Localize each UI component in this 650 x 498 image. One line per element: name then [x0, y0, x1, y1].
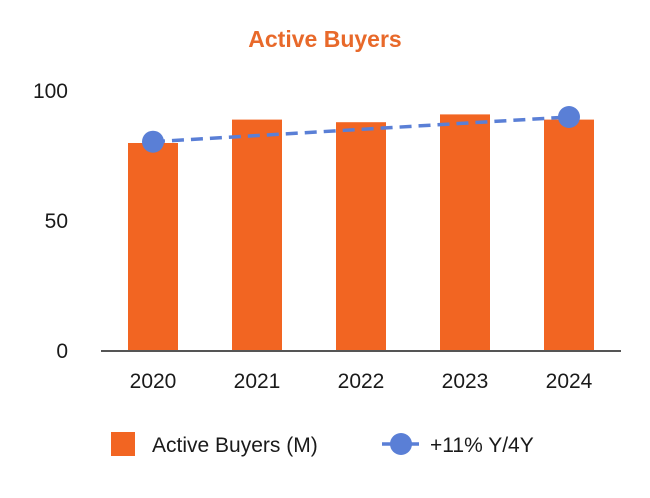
bar-2021 — [232, 119, 282, 351]
x-tick-label: 2020 — [130, 370, 177, 393]
y-axis-ticks: 0 50 100 — [33, 80, 68, 363]
bar-2022 — [336, 122, 386, 351]
legend-line-marker — [390, 433, 412, 455]
x-tick-label: 2024 — [546, 370, 593, 393]
bars — [128, 114, 594, 352]
trend-point — [558, 106, 580, 128]
y-tick-label: 50 — [45, 210, 68, 233]
trend-line — [152, 115, 570, 144]
trend-line-group — [142, 106, 580, 153]
bar-2020 — [128, 143, 178, 351]
bar-2023 — [440, 114, 490, 352]
legend-line-label: +11% Y/4Y — [430, 434, 534, 457]
chart-title: Active Buyers — [248, 26, 401, 52]
legend: Active Buyers (M) +11% Y/4Y — [111, 432, 534, 457]
y-tick-label: 0 — [56, 340, 68, 363]
x-tick-label: 2022 — [338, 370, 385, 393]
bar-2024 — [544, 119, 594, 351]
x-axis-ticks: 2020 2021 2022 2023 2024 — [130, 370, 593, 393]
y-tick-label: 100 — [33, 80, 68, 103]
x-tick-label: 2023 — [442, 370, 489, 393]
trend-point — [142, 130, 164, 153]
x-tick-label: 2021 — [234, 370, 281, 393]
legend-bar-label: Active Buyers (M) — [152, 434, 318, 457]
legend-bar-swatch — [111, 432, 135, 456]
